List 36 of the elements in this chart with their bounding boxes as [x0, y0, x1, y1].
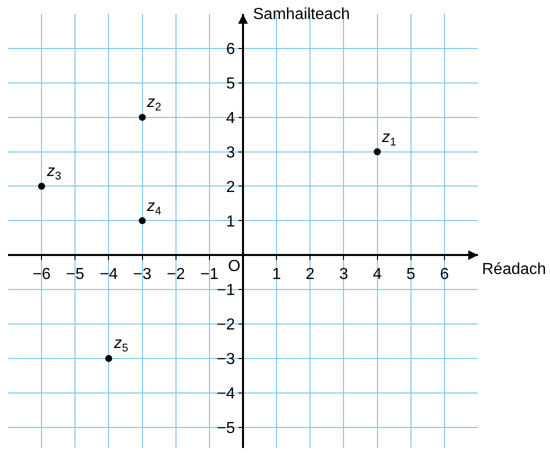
y-tick-label: −2 [216, 316, 236, 334]
y-axis-title: Samhailteach [253, 6, 350, 23]
x-tick-label: −5 [66, 266, 84, 284]
point [138, 114, 146, 121]
x-tick-label: 6 [440, 266, 449, 284]
x-tick-label: 2 [306, 266, 315, 284]
y-tick-label: −3 [216, 351, 236, 368]
y-tick-label: 1 [226, 213, 236, 230]
x-tick-label: −2 [166, 266, 186, 284]
y-tick-label: −1 [216, 282, 236, 300]
y-tick-label: −4 [216, 385, 236, 402]
y-tick-label: 3 [226, 144, 236, 162]
x-tick-label: −1 [200, 266, 219, 284]
x-tick-label: 1 [272, 266, 282, 284]
annotation: z$_{1}$ [381, 129, 396, 148]
annotation: z$_{5}$ [113, 335, 128, 354]
y-tick-label: −5 [216, 420, 236, 437]
x-tick-label: 5 [406, 266, 416, 284]
x-tick-label: 3 [339, 266, 348, 284]
x-tick-label: −3 [133, 266, 152, 284]
point [38, 182, 46, 190]
point [374, 148, 381, 156]
x-tick-label: 4 [372, 266, 382, 284]
y-tick-label: 2 [226, 178, 236, 196]
x-tick-label: −4 [100, 266, 118, 284]
y-tick-label: 4 [226, 110, 236, 127]
y-tick-label: 5 [226, 75, 236, 92]
annotation: z$_{4}$ [146, 198, 162, 218]
y-tick-label: 6 [226, 41, 236, 58]
x-tick-label: −6 [32, 266, 51, 284]
point [138, 217, 146, 224]
point [105, 354, 112, 362]
annotation: O [228, 258, 240, 275]
annotation: z$_{3}$ [46, 163, 62, 182]
annotation: z$_{2}$ [146, 94, 162, 114]
x-axis-title: Réadach [482, 261, 546, 278]
